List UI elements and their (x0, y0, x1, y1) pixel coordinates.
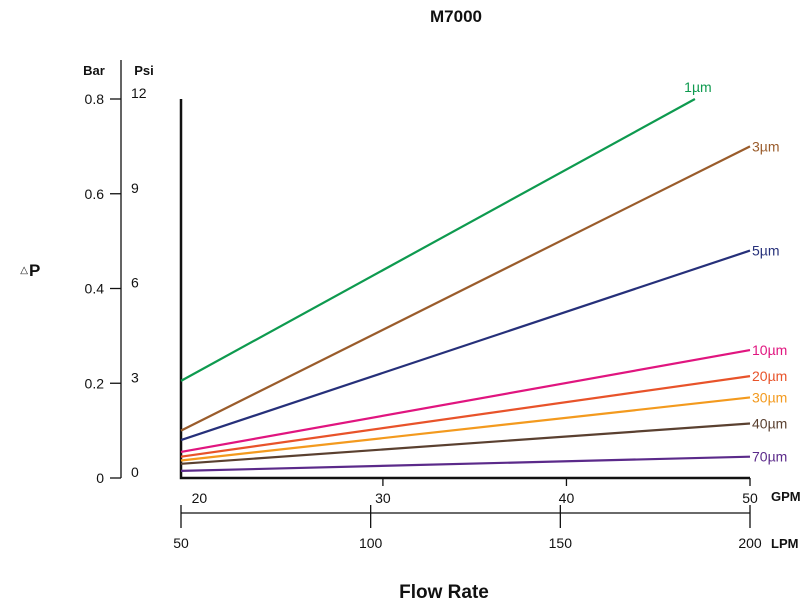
series-label: 1µm (684, 79, 712, 95)
series-label: 20µm (752, 368, 787, 384)
x-axis-label: Flow Rate (399, 582, 489, 603)
delta-symbol: △ (20, 265, 28, 276)
plot-frame (179, 99, 750, 480)
x-tick-label-gpm: 30 (375, 490, 391, 506)
y-tick-label-bar: 0 (96, 470, 104, 486)
y-tick-label-bar: 0.6 (85, 186, 105, 202)
series-line (180, 145, 751, 432)
series-line (180, 375, 751, 458)
x-tick-label-lpm: 100 (359, 535, 383, 551)
y-tick-label-psi: 12 (131, 85, 147, 101)
x-tick-label-gpm: 40 (559, 490, 575, 506)
y-tick-label-psi: 6 (131, 275, 139, 291)
x-tick-label-lpm: 50 (173, 535, 189, 551)
y-axis-label: P (29, 261, 40, 280)
y-tick-label-bar: 0.8 (85, 91, 105, 107)
series-line (180, 98, 696, 382)
y-tick-label-bar: 0.4 (85, 281, 105, 297)
x-tick-label-lpm: 200 (738, 535, 762, 551)
series-line (180, 422, 751, 465)
y-tick-label-psi: 3 (131, 369, 139, 385)
x-tick-label-gpm: 50 (742, 490, 758, 506)
series-label: 3µm (752, 138, 780, 154)
series-label: 40µm (752, 416, 787, 432)
series-label: 10µm (752, 342, 787, 358)
series-label: 70µm (752, 449, 787, 465)
y-tick-label-psi: 0 (131, 464, 139, 480)
y-tick-label-psi: 9 (131, 180, 139, 196)
x-unit-gpm: GPM (771, 489, 801, 504)
y-unit-psi: Psi (134, 63, 154, 78)
series-line (180, 349, 751, 454)
y-tick-label-bar: 0.2 (85, 375, 105, 391)
series-line (180, 396, 751, 462)
x-unit-lpm: LPM (771, 536, 798, 551)
series-line (180, 455, 751, 472)
x-tick-label-gpm: 20 (192, 490, 208, 506)
series-line (180, 249, 751, 442)
y-unit-bar: Bar (83, 63, 105, 78)
series-label: 30µm (752, 389, 787, 405)
chart-title: M7000 (430, 7, 482, 26)
x-tick-label-lpm: 150 (549, 535, 573, 551)
series-label: 5µm (752, 243, 780, 259)
